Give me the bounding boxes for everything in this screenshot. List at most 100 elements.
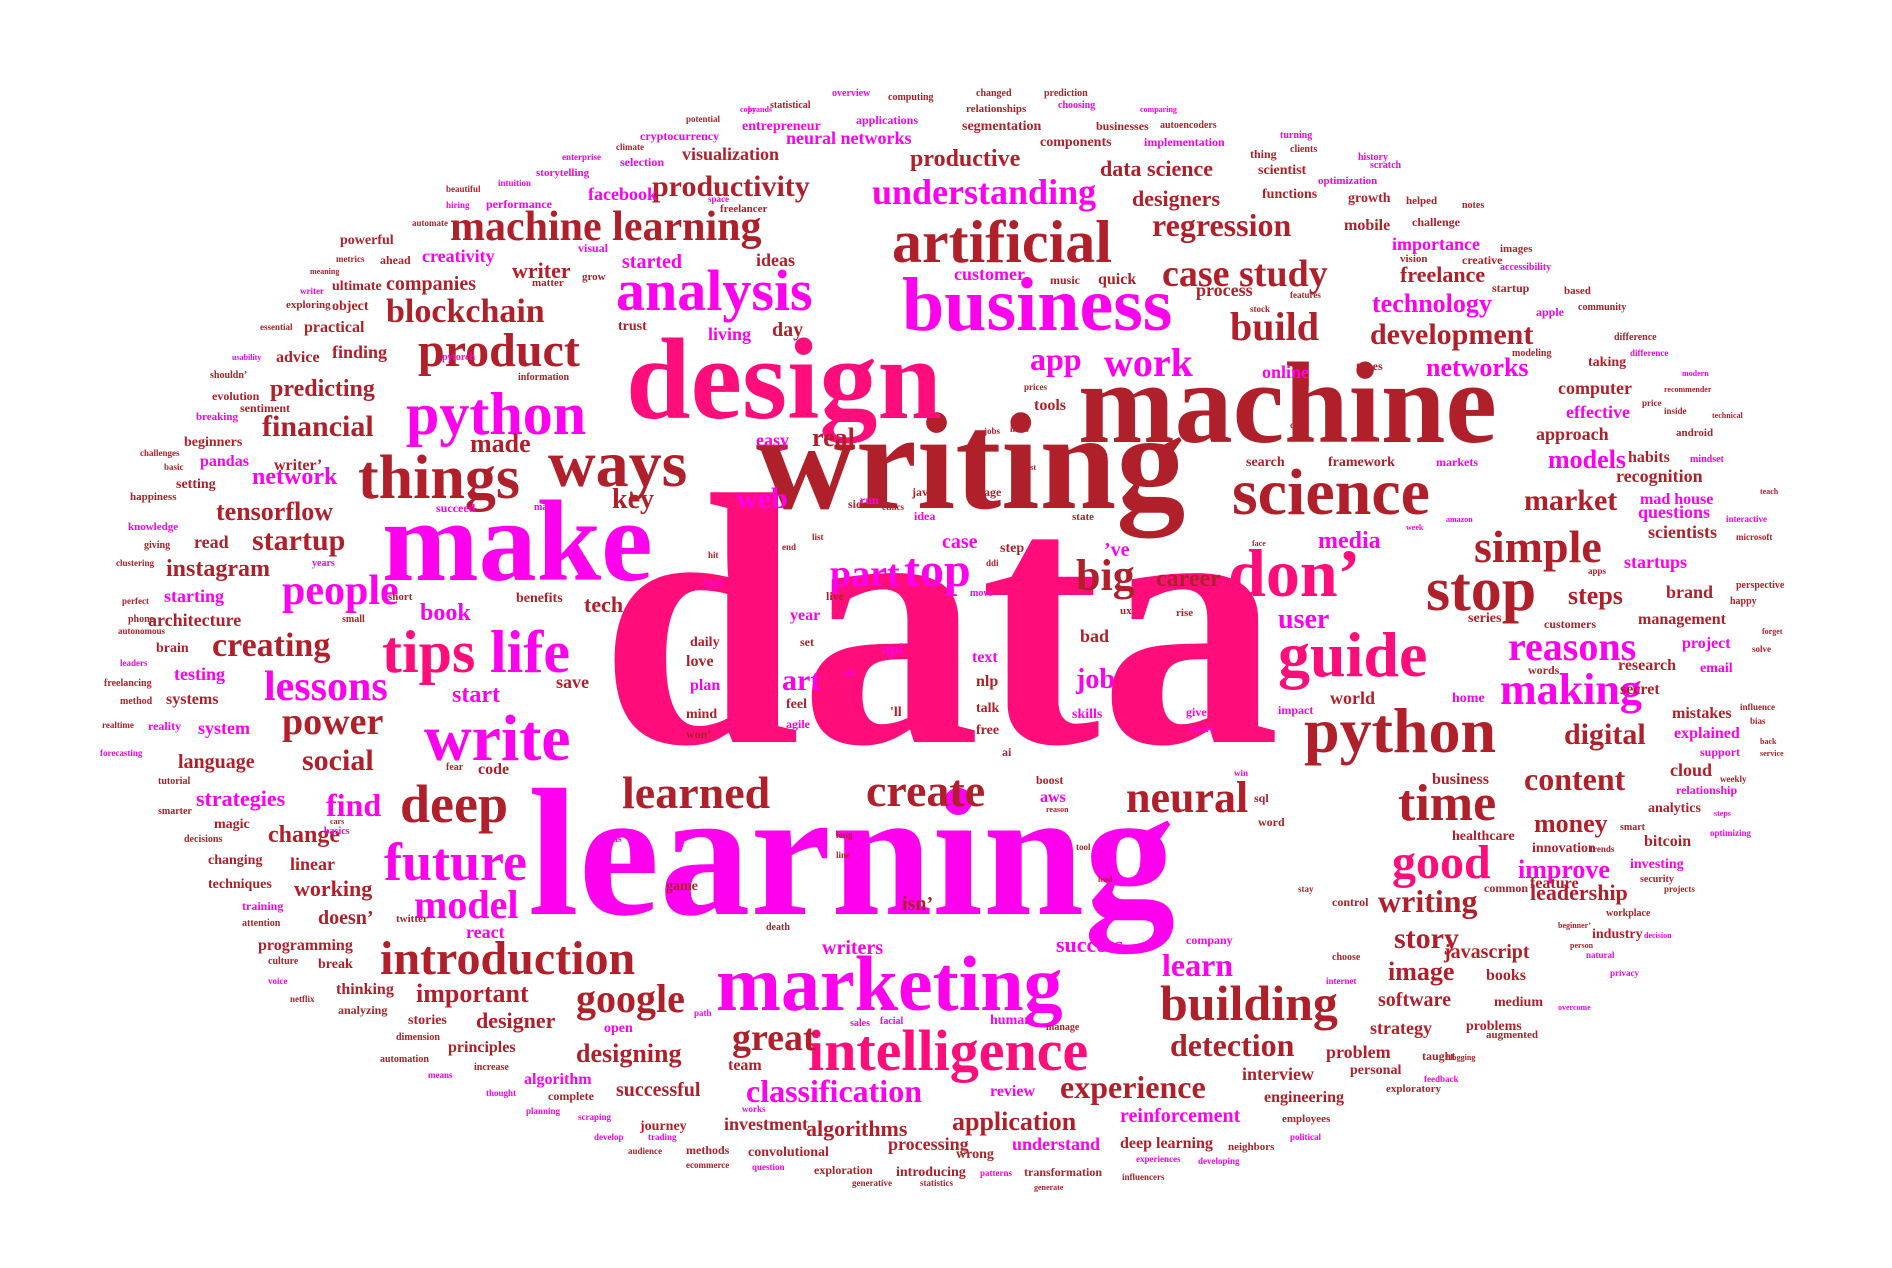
word-feedback: feedback	[1424, 1074, 1459, 1084]
word-simple: simple	[1474, 521, 1602, 572]
word-customers: customers	[1544, 617, 1596, 631]
word-designer: designer	[476, 1008, 556, 1033]
word-story: story	[1394, 922, 1459, 955]
word-good: good	[1392, 836, 1491, 889]
word-writing2: writing	[1378, 883, 1478, 919]
word-challenge: challenge	[1412, 215, 1461, 229]
word-financial: financial	[262, 410, 374, 443]
word-computing: computing	[888, 92, 934, 103]
word-ai: ai	[1002, 745, 1012, 759]
word-startups: startups	[1624, 552, 1687, 572]
word-wrong: wrong	[956, 1147, 994, 1162]
word-books: books	[1486, 967, 1526, 984]
word-recognition: recognition	[1616, 466, 1703, 486]
word-testing: testing	[174, 664, 225, 684]
word-sql: sql	[1254, 791, 1269, 805]
word-happiness: happiness	[130, 491, 177, 503]
word-influence: influence	[1740, 702, 1775, 712]
word-practical: practical	[304, 319, 365, 336]
word-fear: fear	[446, 762, 464, 773]
word-breaking: breaking	[196, 411, 238, 423]
word-information: information	[518, 372, 570, 383]
word-implementation: implementation	[1144, 135, 1225, 149]
word-email: email	[1700, 661, 1733, 676]
word-reason: reason	[1046, 805, 1069, 814]
word-thinking: thinking	[336, 981, 394, 998]
word-find: find	[326, 787, 381, 823]
word-interview: interview	[1242, 1064, 1314, 1084]
word-finding: finding	[332, 342, 387, 362]
word-money: money	[1534, 809, 1608, 838]
word-give: give	[1186, 705, 1207, 719]
word-guide: guide	[1278, 619, 1427, 690]
word-successful: successful	[616, 1079, 701, 1101]
word-solve: solve	[1752, 644, 1771, 654]
word-future2: future	[1190, 724, 1214, 734]
word-case-study: case study	[1162, 253, 1328, 295]
word-helped: helped	[1406, 195, 1437, 207]
word-overcome: overcome	[1558, 1003, 1591, 1012]
word-doesn: doesn’	[318, 907, 374, 929]
word-language: language	[178, 751, 255, 773]
word-wont: won’	[686, 727, 711, 741]
word-soft: soft	[842, 668, 856, 678]
word-live: live	[826, 589, 845, 603]
word-method: method	[120, 696, 153, 707]
word-choose: choose	[1332, 952, 1361, 963]
word-great: great	[732, 1017, 816, 1059]
word-save: save	[556, 672, 589, 692]
word-line: line	[836, 850, 850, 860]
word-technical: technical	[1712, 411, 1743, 420]
word-generative: generative	[852, 1178, 892, 1188]
word-projects: projects	[1664, 884, 1695, 894]
word-convolutional: convolutional	[748, 1145, 829, 1160]
word-scientists: scientists	[1648, 522, 1717, 542]
word-deep-learning: deep learning	[1120, 1135, 1213, 1152]
word-cryptocurrency: cryptocurrency	[640, 129, 719, 143]
word-evolution: evolution	[212, 389, 260, 403]
word-questions: questions	[1638, 502, 1710, 522]
word-developing: developing	[1198, 1156, 1240, 1166]
word-code: code	[478, 761, 509, 778]
word-marketing: marketing	[716, 940, 1063, 1027]
word-writer2: writer’	[274, 457, 322, 474]
word-statistical: statistical	[770, 100, 811, 111]
word-support: support	[1700, 745, 1740, 759]
word-problems: problems	[1466, 1019, 1522, 1034]
word-innovation: innovation	[1532, 841, 1596, 856]
word-text: text	[972, 649, 998, 666]
word-automation: automation	[380, 1054, 429, 1065]
word-data: data	[600, 421, 1280, 820]
word-natural: natural	[1586, 950, 1615, 960]
word-overview: overview	[832, 88, 871, 99]
word-review: review	[990, 1083, 1035, 1100]
word-job: job	[1075, 664, 1115, 695]
word-run: run	[860, 493, 879, 507]
word-meaning: meaning	[310, 267, 339, 276]
word-neural-networks: neural networks	[786, 128, 912, 148]
word-predicting: predicting	[270, 376, 375, 402]
word-analyzing: analyzing	[338, 1003, 387, 1017]
word-plan: plan	[690, 677, 720, 694]
word-web: web	[736, 482, 788, 515]
word-relationship: relationship	[1676, 783, 1737, 797]
word-transformation: transformation	[1024, 1165, 1102, 1179]
word-words: words	[1528, 663, 1560, 677]
word-mindset: mindset	[1690, 454, 1725, 465]
word-creative: creative	[1462, 253, 1503, 267]
word-freelancing: freelancing	[104, 678, 152, 689]
word-giving: giving	[144, 540, 170, 551]
word-process: process	[1196, 280, 1253, 300]
word-talk: talk	[976, 701, 1000, 716]
word-changing: changing	[208, 853, 262, 868]
word-cars: cars	[330, 817, 344, 826]
word-images: images	[1500, 243, 1533, 255]
word-design: design	[626, 316, 942, 444]
word-complete: complete	[548, 1089, 595, 1103]
word-management: management	[1638, 611, 1727, 628]
word-deal: deal	[1290, 420, 1307, 430]
word-facial: facial	[880, 1016, 904, 1027]
word-ideas: ideas	[756, 250, 795, 270]
word-strategies: strategies	[196, 786, 286, 811]
word-intro: intro	[1010, 424, 1029, 434]
